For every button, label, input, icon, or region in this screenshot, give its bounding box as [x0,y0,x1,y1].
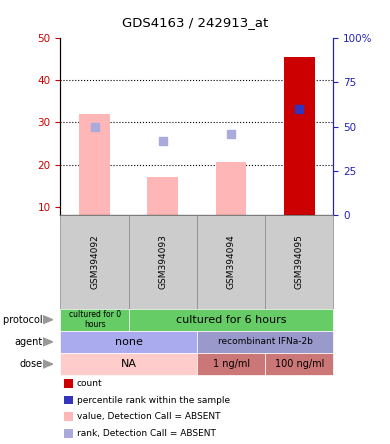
Text: GSM394095: GSM394095 [295,234,304,289]
Text: dose: dose [20,359,43,369]
Polygon shape [43,338,53,346]
Text: growth protocol: growth protocol [0,315,43,325]
Text: cultured for 6 hours: cultured for 6 hours [176,315,286,325]
Text: value, Detection Call = ABSENT: value, Detection Call = ABSENT [77,412,220,421]
Bar [284,57,315,215]
Text: count: count [77,379,103,388]
Text: NA: NA [121,359,137,369]
Polygon shape [43,360,53,368]
Text: percentile rank within the sample: percentile rank within the sample [77,396,230,404]
Bar [216,163,246,215]
Text: GSM394093: GSM394093 [158,234,167,289]
Text: none: none [115,337,143,347]
Point [296,105,303,112]
Text: GSM394092: GSM394092 [90,234,99,289]
Text: 100 ng/ml: 100 ng/ml [275,359,324,369]
Point [160,137,166,144]
Text: rank, Detection Call = ABSENT: rank, Detection Call = ABSENT [77,429,216,438]
Text: GSM394094: GSM394094 [227,234,236,289]
Bar [79,114,110,215]
Point [228,130,234,137]
Text: agent: agent [15,337,43,347]
Point [91,123,98,130]
Text: cultured for 0
hours: cultured for 0 hours [69,310,121,329]
Bar [147,177,178,215]
Polygon shape [43,316,53,324]
Text: recombinant IFNa-2b: recombinant IFNa-2b [218,337,313,346]
Text: GDS4163 / 242913_at: GDS4163 / 242913_at [122,16,268,28]
Text: 1 ng/ml: 1 ng/ml [213,359,250,369]
